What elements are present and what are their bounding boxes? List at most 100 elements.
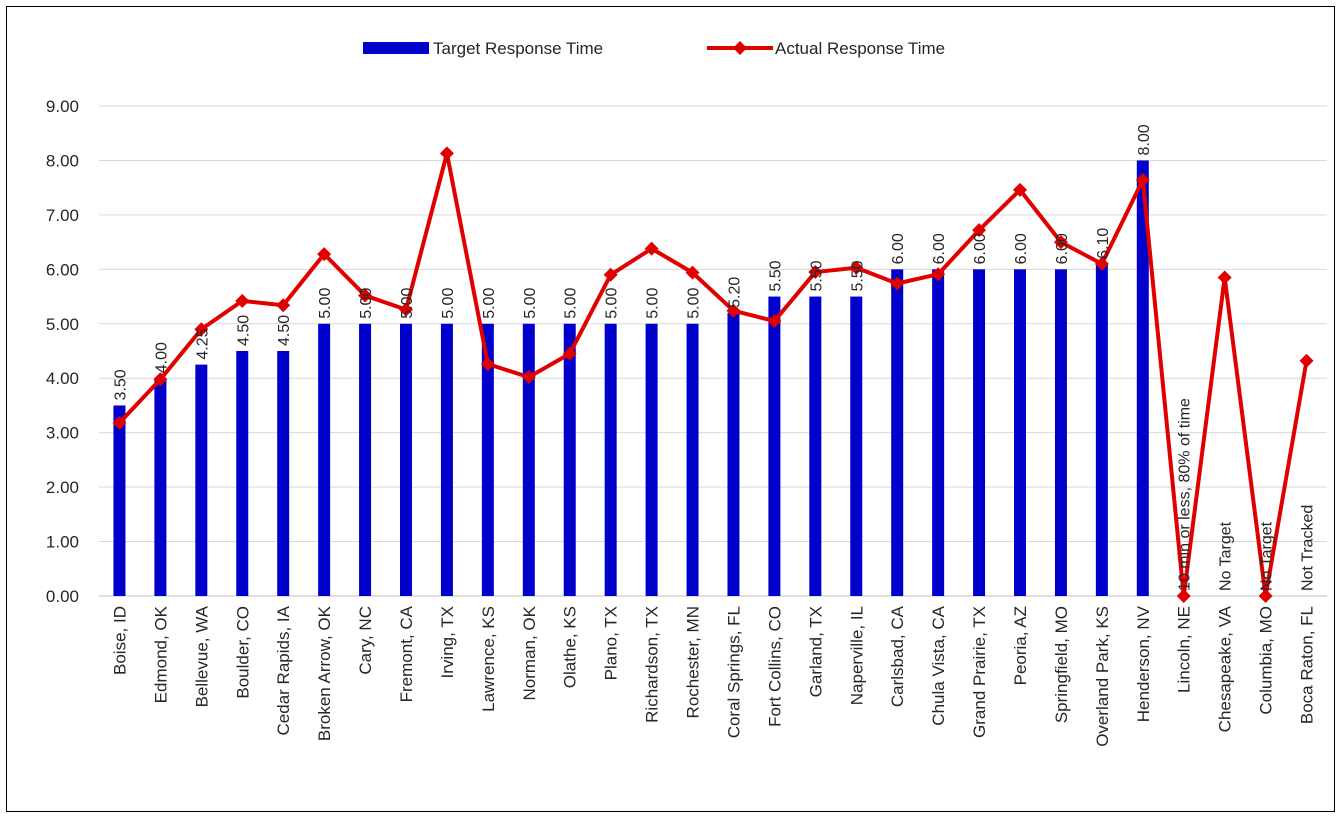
bar-data-label: 5.50 (767, 260, 784, 291)
response-time-chart: Target Response Time Actual Response Tim… (7, 7, 1334, 811)
target-bar (318, 324, 330, 596)
bar-data-label: 6.10 (1095, 228, 1112, 259)
bar-data-label: 6.00 (972, 233, 989, 264)
bar-data-label: Not Tracked (1300, 505, 1317, 591)
x-tick-label: Fremont, CA (397, 605, 416, 702)
y-tick-label: 2.00 (46, 478, 79, 497)
target-bar (646, 324, 658, 596)
target-bar (932, 269, 944, 596)
target-bar (727, 313, 739, 596)
x-tick-label: Lawrence, KS (479, 606, 498, 712)
target-bar (973, 269, 985, 596)
actual-point (1218, 271, 1232, 285)
x-tick-label: Irving, TX (438, 606, 457, 678)
y-tick-label: 3.00 (46, 424, 79, 443)
bar-data-label: 5.00 (686, 288, 703, 319)
target-bar (564, 324, 576, 596)
bar-data-label: 6.00 (890, 233, 907, 264)
target-bar (195, 365, 207, 596)
target-bar (523, 324, 535, 596)
bar-data-label: 5.50 (849, 260, 866, 291)
target-bar (809, 297, 821, 596)
x-tick-label: Peoria, AZ (1011, 606, 1030, 685)
bar-data-label: 4.00 (153, 342, 170, 373)
x-tick-label: Cedar Rapids, IA (274, 605, 293, 735)
x-tick-label: Carlsbad, CA (888, 605, 907, 707)
y-tick-label: 7.00 (46, 206, 79, 225)
x-tick-label: Broken Arrow, OK (315, 605, 334, 741)
bar-data-label: 4.50 (276, 315, 293, 346)
target-bar (1055, 269, 1067, 596)
bar-data-label: 3.50 (112, 369, 129, 400)
bar-data-label: 5.00 (645, 288, 662, 319)
target-bar (359, 324, 371, 596)
bar-data-label: 10 min or less, 80% of time (1177, 398, 1194, 591)
bar-data-label: 5.00 (317, 288, 334, 319)
chart-frame: Target Response Time Actual Response Tim… (6, 6, 1335, 812)
y-tick-label: 6.00 (46, 260, 79, 279)
x-tick-label: Olathe, KS (561, 606, 580, 688)
y-axis: 0.00 1.00 2.00 3.00 4.00 5.00 6.00 7.00 8.00 9.00 (46, 97, 79, 606)
x-tick-label: Overland Park, KS (1093, 606, 1112, 747)
target-bar (768, 297, 780, 596)
x-axis: Boise, ID Edmond, OK Bellevue, WA Boulder, … (110, 605, 1316, 746)
y-tick-label: 1.00 (46, 533, 79, 552)
x-tick-label: Bellevue, WA (192, 605, 211, 707)
target-bar (605, 324, 617, 596)
x-tick-label: Edmond, OK (151, 605, 170, 703)
x-tick-label: Chula Vista, CA (929, 605, 948, 725)
legend-swatch-actual-marker (733, 41, 747, 55)
x-tick-label: Boulder, CO (233, 606, 252, 699)
y-tick-label: 8.00 (46, 151, 79, 170)
bar-data-label: No Target (1218, 521, 1235, 591)
target-bar (236, 351, 248, 596)
x-tick-label: Boca Raton, FL (1298, 606, 1317, 724)
legend-label-target: Target Response Time (433, 39, 603, 58)
bar-data-label: 5.00 (604, 288, 621, 319)
actual-series-line (119, 153, 1306, 596)
x-tick-label: Richardson, TX (643, 606, 662, 723)
x-tick-label: Rochester, MN (684, 606, 703, 718)
target-bar (1096, 264, 1108, 596)
bar-data-label: 5.20 (726, 277, 743, 308)
actual-point (1300, 354, 1314, 368)
bar-data-label: 5.00 (481, 288, 498, 319)
bar-data-label: 5.00 (563, 288, 580, 319)
bar-data-label: No Target (1259, 521, 1276, 591)
y-tick-label: 9.00 (46, 97, 79, 116)
bar-data-label: 8.00 (1136, 124, 1153, 155)
y-tick-label: 0.00 (46, 587, 79, 606)
target-bar (850, 297, 862, 596)
y-tick-label: 4.00 (46, 369, 79, 388)
x-tick-label: Columbia, MO (1257, 606, 1276, 715)
bar-data-label: 5.50 (808, 260, 825, 291)
y-tick-label: 5.00 (46, 315, 79, 334)
bar-data-label: 6.00 (931, 233, 948, 264)
x-tick-label: Springfield, MO (1052, 606, 1071, 723)
target-bar (891, 269, 903, 596)
bar-data-label: 5.00 (522, 288, 539, 319)
legend-swatch-target (363, 42, 429, 54)
x-tick-label: Chesapeake, VA (1216, 605, 1235, 732)
target-bar (277, 351, 289, 596)
x-tick-label: Naperville, IL (847, 606, 866, 705)
x-tick-label: Lincoln, NE (1175, 606, 1194, 693)
x-tick-label: Boise, ID (110, 606, 129, 675)
target-bar (154, 378, 166, 596)
x-tick-label: Norman, OK (520, 605, 539, 700)
x-tick-label: Henderson, NV (1134, 605, 1153, 722)
actual-point (440, 146, 454, 160)
bar-data-label: 4.25 (194, 328, 211, 359)
target-bar (113, 405, 125, 596)
x-tick-label: Coral Springs, FL (724, 606, 743, 738)
bar-data-label: 6.00 (1054, 233, 1071, 264)
bar-data-label: 5.00 (440, 288, 457, 319)
target-bar (1014, 269, 1026, 596)
bar-data-label: 5.00 (399, 288, 416, 319)
target-bar (687, 324, 699, 596)
x-tick-label: Plano, TX (602, 606, 621, 680)
bar-data-label: 5.00 (358, 288, 375, 319)
x-tick-label: Garland, TX (806, 606, 825, 697)
legend: Target Response Time Actual Response Tim… (363, 39, 945, 58)
target-bar (441, 324, 453, 596)
